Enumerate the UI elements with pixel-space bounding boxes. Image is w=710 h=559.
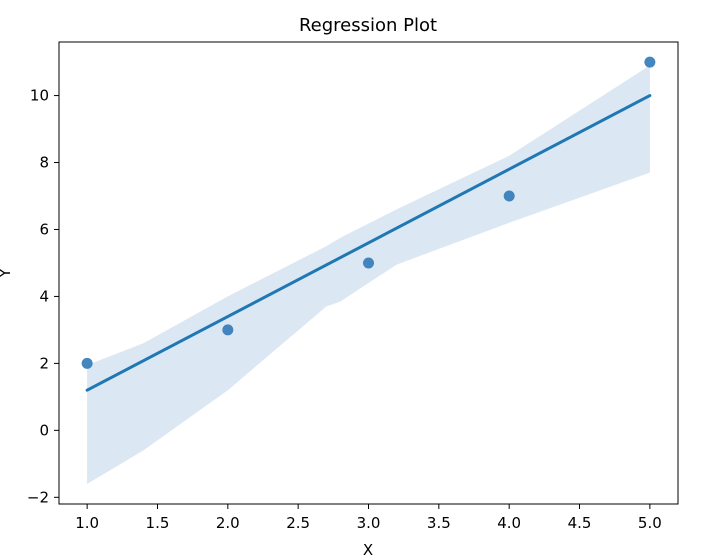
data-point <box>81 357 93 369</box>
x-tick-label: 5.0 <box>638 514 662 532</box>
y-tick-label: 6 <box>39 220 49 238</box>
data-point <box>222 324 234 336</box>
x-tick-label: 3.0 <box>357 514 381 532</box>
y-axis-label: Y <box>0 268 14 279</box>
data-point <box>363 257 374 269</box>
regression-line <box>85 94 652 392</box>
data-point <box>644 56 656 68</box>
x-tick-label: 2.0 <box>216 514 240 532</box>
x-axis: 1.0 1.5 2.0 2.5 3.0 3.5 4.0 4.5 5.0 <box>75 504 662 532</box>
y-tick-label: 2 <box>39 354 49 372</box>
plot-area <box>81 56 656 484</box>
x-tick-label: 3.5 <box>427 514 451 532</box>
x-axis-label: X <box>363 541 373 559</box>
x-tick-label: 4.0 <box>497 514 521 532</box>
x-tick-label: 2.5 <box>286 514 310 532</box>
y-tick-label: 4 <box>39 287 49 305</box>
y-tick-label: 0 <box>39 421 49 439</box>
y-tick-label: 10 <box>30 87 49 105</box>
y-tick-label: 8 <box>39 154 49 172</box>
y-axis: −2 0 2 4 6 8 10 <box>27 87 59 506</box>
confidence-band <box>87 65 650 484</box>
data-point <box>503 190 515 202</box>
x-tick-label: 1.0 <box>75 514 99 532</box>
x-tick-label: 4.5 <box>568 514 592 532</box>
chart-title: Regression Plot <box>299 15 437 36</box>
x-tick-label: 1.5 <box>146 514 170 532</box>
y-tick-label: −2 <box>27 488 49 506</box>
